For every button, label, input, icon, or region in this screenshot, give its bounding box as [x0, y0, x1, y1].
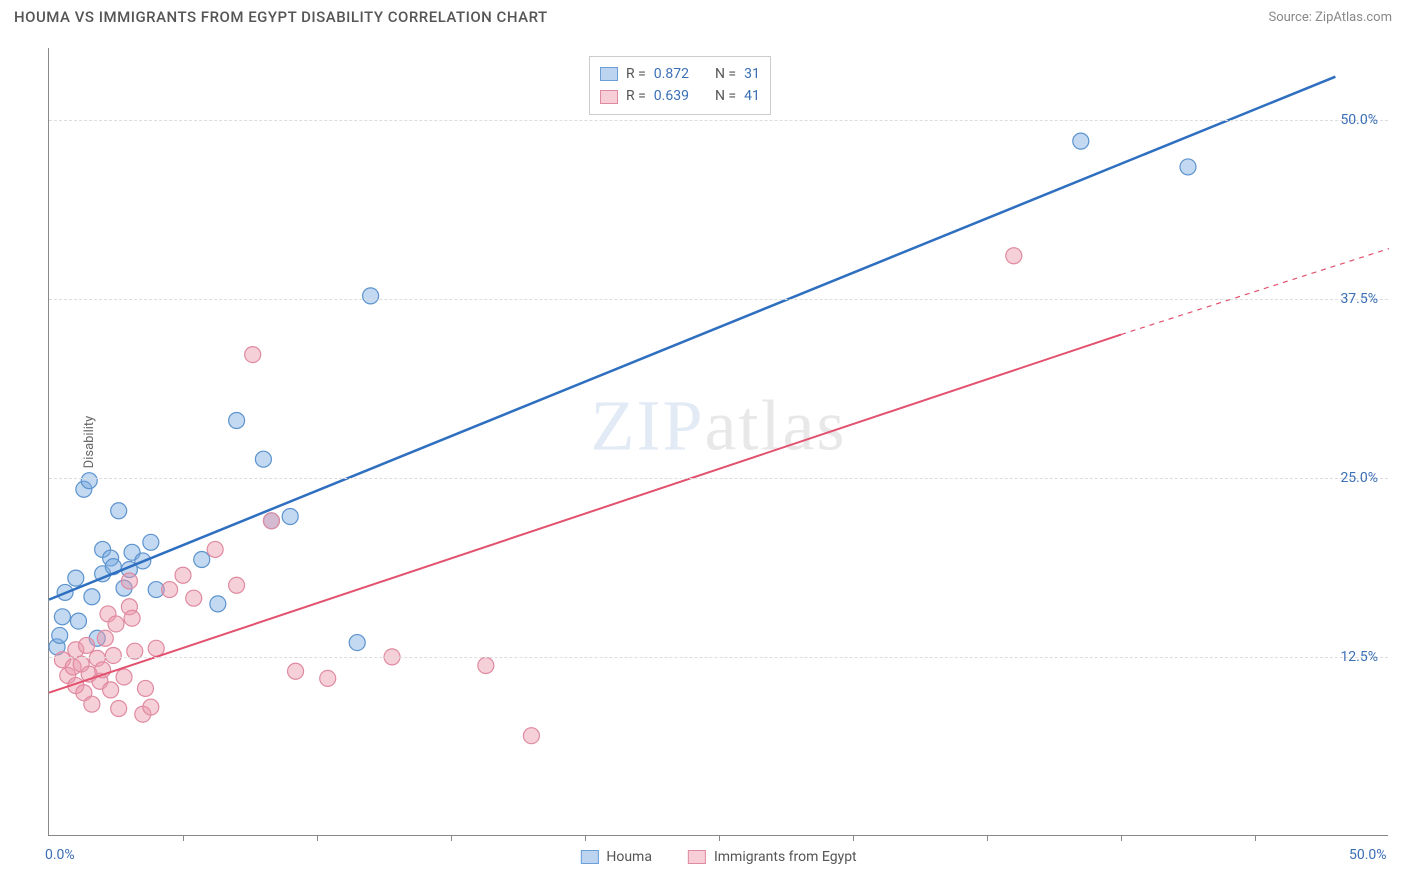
data-point: [320, 670, 336, 686]
legend-row: R = 0.639 N = 41: [600, 85, 760, 107]
data-point: [478, 658, 494, 674]
data-point: [84, 589, 100, 605]
correlation-legend: R = 0.872 N = 31 R = 0.639 N = 41: [589, 56, 771, 115]
data-point: [68, 570, 84, 586]
data-point: [79, 637, 95, 653]
data-point: [121, 573, 137, 589]
data-point: [210, 596, 226, 612]
data-point: [81, 473, 97, 489]
legend-r-value: 0.872: [654, 63, 689, 85]
data-point: [229, 577, 245, 593]
data-point: [54, 609, 70, 625]
data-point: [282, 509, 298, 525]
legend-swatch: [600, 67, 618, 81]
data-point: [124, 610, 140, 626]
data-point: [263, 513, 279, 529]
legend-label: Houma: [606, 849, 652, 865]
y-tick-label: 50.0%: [1340, 112, 1378, 128]
x-tick-mark: [1121, 835, 1122, 841]
legend-n-label: N =: [715, 85, 736, 107]
data-point: [229, 413, 245, 429]
data-point: [349, 635, 365, 651]
data-point: [207, 541, 223, 557]
legend-swatch: [600, 90, 618, 104]
trend-line: [49, 335, 1121, 693]
gridline-h: [49, 657, 1388, 658]
chart-title: HOUMA VS IMMIGRANTS FROM EGYPT DISABILIT…: [14, 8, 548, 26]
gridline-h: [49, 478, 1388, 479]
data-point: [363, 288, 379, 304]
data-point: [111, 503, 127, 519]
data-point: [162, 582, 178, 598]
x-tick-mark: [987, 835, 988, 841]
data-point: [148, 640, 164, 656]
data-point: [186, 590, 202, 606]
legend-item: Houma: [580, 849, 652, 865]
x-tick-mark: [853, 835, 854, 841]
data-point: [111, 700, 127, 716]
legend-swatch: [688, 850, 706, 864]
x-tick-mark: [183, 835, 184, 841]
chart-plot-area: Disability ZIPatlas R =0.872N =31R =0.63…: [48, 48, 1388, 836]
x-tick-label: 50.0%: [1349, 847, 1387, 863]
data-point: [1073, 133, 1089, 149]
data-point: [143, 534, 159, 550]
x-tick-mark: [451, 835, 452, 841]
y-tick-label: 37.5%: [1340, 291, 1378, 307]
y-tick-label: 25.0%: [1340, 470, 1378, 486]
legend-r-label: R =: [626, 63, 646, 85]
legend-n-value: 41: [744, 85, 760, 107]
gridline-h: [49, 120, 1388, 121]
data-point: [70, 613, 86, 629]
x-tick-mark: [585, 835, 586, 841]
data-point: [105, 647, 121, 663]
gridline-h: [49, 299, 1388, 300]
data-point: [84, 696, 100, 712]
chart-svg: [49, 48, 1388, 835]
legend-n-value: 31: [744, 63, 760, 85]
legend-r-value: 0.639: [654, 85, 689, 107]
data-point: [108, 616, 124, 632]
data-point: [103, 682, 119, 698]
y-tick-label: 12.5%: [1340, 649, 1378, 665]
data-point: [97, 630, 113, 646]
legend-row: R = 0.872 N = 31: [600, 63, 760, 85]
legend-item: Immigrants from Egypt: [688, 849, 857, 865]
legend-label: Immigrants from Egypt: [714, 849, 857, 865]
series-legend: Houma Immigrants from Egypt: [580, 849, 856, 865]
x-tick-mark: [1255, 835, 1256, 841]
data-point: [52, 627, 68, 643]
data-point: [175, 567, 191, 583]
data-point: [194, 551, 210, 567]
data-point: [143, 699, 159, 715]
data-point: [245, 347, 261, 363]
data-point: [1006, 248, 1022, 264]
x-tick-mark: [719, 835, 720, 841]
trend-line: [49, 77, 1335, 600]
legend-r-label: R =: [626, 85, 646, 107]
data-point: [288, 663, 304, 679]
data-point: [523, 728, 539, 744]
data-point: [116, 669, 132, 685]
legend-n-label: N =: [715, 63, 736, 85]
data-point: [1180, 159, 1196, 175]
data-point: [255, 451, 271, 467]
data-point: [137, 680, 153, 696]
x-tick-label: 0.0%: [45, 847, 75, 863]
x-tick-mark: [317, 835, 318, 841]
legend-swatch: [580, 850, 598, 864]
source-label: Source: ZipAtlas.com: [1268, 10, 1392, 25]
